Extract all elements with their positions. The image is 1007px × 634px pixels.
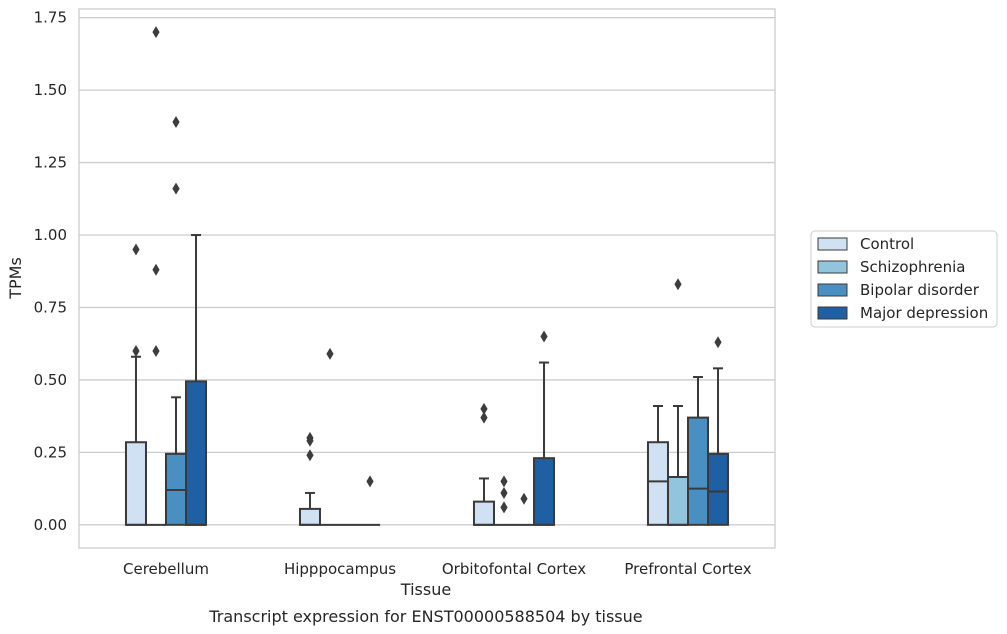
outlier-point — [480, 411, 488, 424]
box-body — [687, 416, 710, 526]
box-body — [124, 441, 147, 526]
outlier-point — [500, 475, 508, 488]
x-tick-labels: Cerebellum Hipppocampus Orbitofontal Corte… — [123, 560, 752, 578]
x-tick-label: Cerebellum — [123, 560, 209, 578]
plot-frame — [78, 8, 776, 549]
outlier-point — [540, 330, 548, 343]
outlier-point — [132, 344, 140, 357]
outlier-point — [152, 263, 160, 276]
legend-swatch — [817, 306, 848, 320]
x-tick-label: Orbitofontal Cortex — [442, 560, 586, 578]
box-schizophrenia — [145, 26, 166, 526]
legend-swatch — [817, 237, 848, 251]
box-bipolar-disorder — [514, 492, 535, 526]
legend-label: Bipolar disorder — [860, 281, 980, 299]
box-body — [646, 441, 669, 526]
box-body — [707, 452, 730, 526]
outlier-point — [306, 449, 314, 462]
outlier-point — [500, 501, 508, 514]
y-tick-label: 1.50 — [34, 81, 67, 99]
box-major-depression — [707, 336, 730, 526]
outlier-point — [500, 486, 508, 499]
y-tick-label: 0.00 — [34, 516, 67, 534]
y-tick-labels: 0.00 0.25 0.50 0.75 1.00 1.25 1.50 1.75 — [34, 9, 67, 534]
box-body — [185, 380, 208, 526]
outlier-point — [326, 347, 334, 360]
legend-label: Major depression — [860, 304, 988, 322]
x-tick-label: Hipppocampus — [284, 560, 396, 578]
box-control — [124, 243, 147, 526]
legend-label: Control — [860, 235, 914, 253]
y-tick-label: 1.00 — [34, 226, 67, 244]
box-schizophrenia — [493, 475, 514, 526]
legend: Control Schizophrenia Bipolar disorder Majo… — [810, 230, 998, 328]
y-tick-label: 0.75 — [34, 298, 67, 316]
box-major-depression — [360, 475, 381, 526]
box-bipolar-disorder — [165, 116, 188, 526]
plot-boxes — [124, 26, 730, 526]
y-tick-label: 0.25 — [34, 443, 67, 461]
box-major-depression — [533, 330, 556, 526]
outlier-point — [152, 26, 160, 39]
box-control — [472, 402, 495, 526]
outlier-point — [520, 492, 528, 505]
box-control — [298, 431, 321, 526]
outlier-point — [172, 182, 180, 195]
outlier-point — [366, 475, 374, 488]
box-body — [533, 457, 556, 526]
legend-label: Schizophrenia — [860, 258, 965, 276]
outlier-point — [480, 402, 488, 415]
box-schizophrenia — [319, 347, 340, 526]
legend-frame — [810, 230, 998, 328]
y-tick-label: 1.25 — [34, 154, 67, 172]
y-tick-label: 1.75 — [34, 9, 67, 27]
outlier-point — [714, 336, 722, 349]
box-bipolar-disorder — [687, 376, 710, 526]
outlier-point — [172, 116, 180, 129]
legend-swatch — [817, 260, 848, 274]
outlier-point — [132, 243, 140, 256]
outlier-point — [306, 434, 314, 447]
x-tick-label: Prefrontal Cortex — [624, 560, 751, 578]
box-body — [472, 500, 495, 526]
x-axis-label: Tissue — [400, 580, 451, 599]
box-control — [646, 405, 669, 526]
y-axis-label: TPMs — [6, 257, 25, 300]
legend-swatch — [817, 283, 848, 297]
outlier-point — [152, 344, 160, 357]
grid-lines — [79, 17, 775, 526]
box-body — [666, 476, 689, 526]
y-tick-label: 0.50 — [34, 371, 67, 389]
box-major-depression — [185, 234, 208, 526]
box-schizophrenia — [666, 278, 689, 526]
chart-caption: Transcript expression for ENST0000058850… — [208, 607, 642, 626]
box-body — [298, 507, 321, 526]
outlier-point — [674, 278, 682, 291]
